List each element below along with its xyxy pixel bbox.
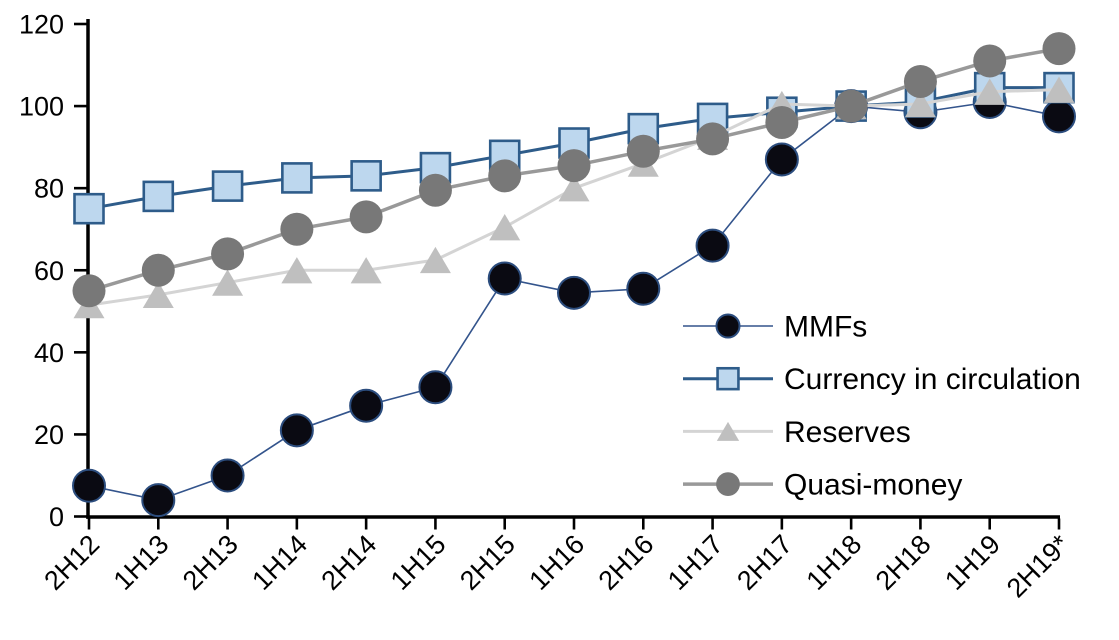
series-quasi-money-marker <box>696 122 730 156</box>
series-reserves-marker <box>142 281 174 309</box>
series-mmfs-marker <box>72 468 106 503</box>
series-mmfs-marker <box>210 458 245 493</box>
legend-label-mmfs: MMFs <box>784 311 867 344</box>
legend-label-quasi-money: Quasi-money <box>784 469 962 502</box>
series-mmfs-marker <box>695 228 730 263</box>
y-tick-label: 40 <box>34 338 64 368</box>
x-tick-label-1h15: 1H15 <box>385 529 452 596</box>
series-mmfs-marker <box>349 388 384 423</box>
series-mmfs-marker <box>279 413 314 448</box>
series-quasi-money-marker <box>834 89 868 123</box>
series-reserves-marker <box>1043 76 1075 103</box>
series-quasi-money-marker <box>349 200 383 234</box>
x-tick-label-2h17: 2H17 <box>731 529 798 596</box>
legend-marker-quasi-money <box>716 472 740 496</box>
legend-item-currency-in-circulation: Currency in circulation <box>683 363 1081 396</box>
y-tick-label: 60 <box>34 256 64 286</box>
series-quasi-money-marker <box>765 106 799 139</box>
series-quasi-money-marker <box>973 44 1007 78</box>
series-quasi-money-marker <box>1042 32 1076 66</box>
series-mmfs-marker <box>557 275 591 310</box>
series-quasi-money-marker <box>626 134 660 168</box>
series-mmfs-marker <box>141 483 176 518</box>
series-mmfs-marker <box>626 271 661 306</box>
legend-item-reserves: Reserves <box>683 416 911 449</box>
series-reserves-marker <box>281 257 313 284</box>
series-quasi-money-marker <box>418 173 452 207</box>
series-quasi-money-marker <box>488 159 522 193</box>
series-quasi-money-marker <box>903 64 937 98</box>
x-tick-label-1h19: 1H19 <box>939 529 1006 596</box>
y-axis-ticks: 0 20 40 60 80 100 120 <box>19 10 88 532</box>
series-mmfs-marker <box>764 142 799 177</box>
legend-marker-reserves <box>716 421 740 441</box>
x-axis-ticks: 2H12 1H13 2H13 1H14 2H14 1H15 2H15 1H16 2H16 1H17… <box>38 518 1076 604</box>
series-reserves-marker <box>904 90 936 118</box>
series-quasi-money-marker <box>211 237 245 271</box>
legend-item-mmfs: MMFs <box>683 311 867 344</box>
x-tick-label-2h14: 2H14 <box>316 529 383 596</box>
x-tick-label-1h16: 1H16 <box>523 529 590 596</box>
x-tick-label-1h13: 1H13 <box>108 529 175 596</box>
series-quasi-money-marker <box>141 253 175 287</box>
series-reserves-marker <box>974 78 1006 105</box>
series-reserves-marker <box>350 257 382 284</box>
series-currency-in-circulation-marker <box>142 180 175 213</box>
series-currency-in-circulation-marker <box>350 160 382 192</box>
legend-item-quasi-money: Quasi-money <box>683 469 962 502</box>
x-tick-label-2h18: 2H18 <box>870 529 937 596</box>
series-reserves-marker <box>419 246 451 274</box>
series-quasi-money <box>72 32 1076 308</box>
legend-label-reserves: Reserves <box>784 416 911 449</box>
y-tick-label: 100 <box>19 92 64 122</box>
y-tick-label: 20 <box>34 420 64 450</box>
x-tick-label-2h15: 2H15 <box>454 529 521 596</box>
legend-marker-mmfs <box>715 313 741 339</box>
series-quasi-money-marker <box>557 149 591 183</box>
series-mmfs-marker <box>418 370 453 405</box>
legend-label-currency-in-circulation: Currency in circulation <box>784 363 1081 396</box>
y-tick-label: 0 <box>49 502 64 532</box>
series-reserves-marker <box>489 213 521 241</box>
legend-marker-currency-in-circulation <box>716 366 740 391</box>
series-currency-in-circulation-marker <box>211 170 244 202</box>
series-quasi-money-marker <box>72 274 106 308</box>
series-currency-in-circulation-marker <box>73 192 105 225</box>
series-currency-in-circulation-marker <box>281 162 313 194</box>
series-mmfs-marker <box>1042 99 1076 134</box>
legend: MMFs Currency in circulation Reserves Quasi… <box>683 311 1081 502</box>
series-reserves-marker <box>558 174 590 202</box>
series-mmfs-marker <box>487 261 522 296</box>
x-tick-label-1h17: 1H17 <box>662 529 729 596</box>
x-tick-label-1h18: 1H18 <box>801 529 868 596</box>
y-tick-label: 80 <box>34 174 64 204</box>
x-tick-label-1h14: 1H14 <box>246 529 313 596</box>
series-reserves-marker <box>212 269 244 296</box>
series-quasi-money-marker <box>280 212 314 246</box>
x-tick-label-2h19: 2H19* <box>1001 529 1076 604</box>
x-tick-label-2h16: 2H16 <box>593 529 660 596</box>
x-tick-label-2h12: 2H12 <box>38 529 105 596</box>
x-tick-label-2h13: 2H13 <box>177 529 244 596</box>
y-tick-label: 120 <box>19 10 64 40</box>
